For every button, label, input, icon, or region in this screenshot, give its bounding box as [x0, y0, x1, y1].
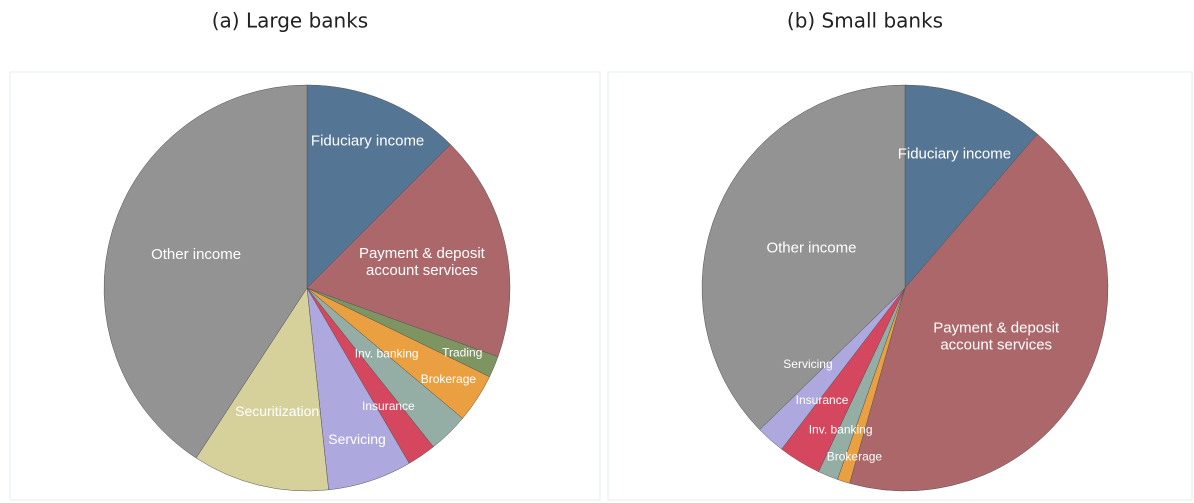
slice-label: Brokerage [421, 372, 477, 386]
pie-slice [849, 133, 1109, 492]
chart-title: (b) Small banks [787, 9, 943, 33]
pie-slice [701, 84, 906, 431]
slice-label: Insurance [796, 393, 849, 407]
pie-slice [306, 144, 511, 358]
pie-slice [103, 84, 308, 459]
slice-label: Trading [442, 346, 482, 360]
slice-label: Servicing [328, 431, 386, 447]
slice-label: Insurance [362, 399, 415, 413]
slice-label: Brokerage [827, 449, 883, 463]
slice-label: Inv. banking [355, 346, 419, 360]
slice-label: Inv. banking [809, 423, 873, 437]
slice-label: Other income [151, 246, 241, 263]
slice-label: Servicing [783, 357, 832, 371]
slice-label: Payment & deposit account services [933, 319, 1060, 353]
chart-title: (a) Large banks [212, 9, 368, 33]
pie-slice [904, 84, 1038, 289]
pie-slice [306, 84, 451, 289]
slice-label: Fiduciary income [311, 133, 424, 150]
slice-label: Fiduciary income [898, 146, 1011, 163]
slice-label: Payment & deposit account services [359, 245, 486, 279]
slice-label: Other income [766, 240, 856, 257]
slice-label: Securitization [235, 403, 319, 419]
pie-slice [195, 287, 329, 492]
